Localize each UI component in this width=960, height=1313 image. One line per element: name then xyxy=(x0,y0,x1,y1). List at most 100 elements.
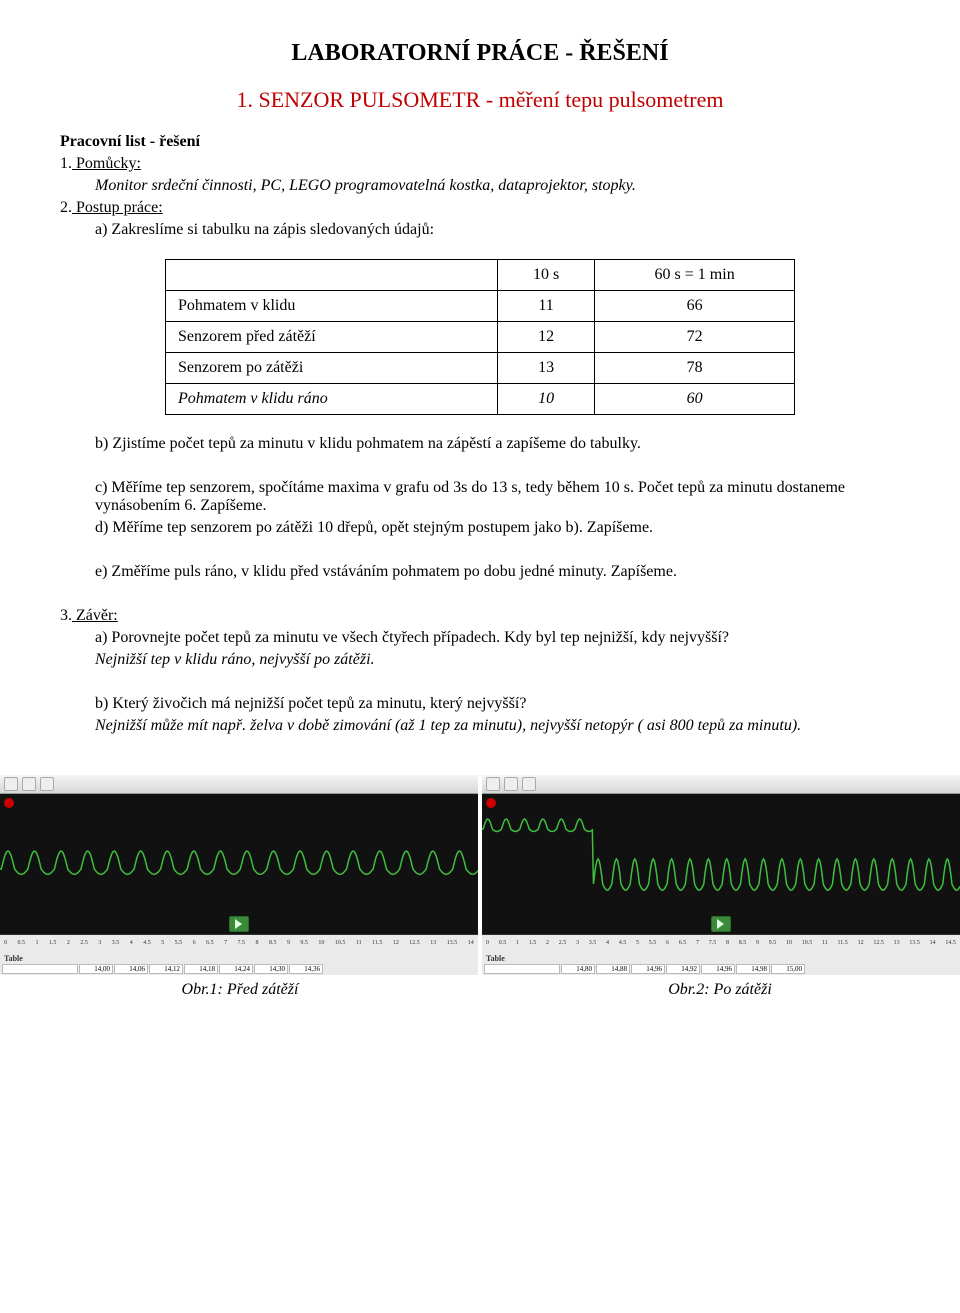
table-col2-header: 60 s = 1 min xyxy=(595,260,795,291)
axis-tick: 6 xyxy=(666,940,669,946)
axis-tick: 4.5 xyxy=(619,940,627,946)
axis-tick: 14.5 xyxy=(945,940,956,946)
mini-cell: 15,00 xyxy=(771,964,805,974)
table-cell: 11 xyxy=(497,291,594,322)
table-cell: 60 xyxy=(595,384,795,415)
worksheet-label: Pracovní list - řešení xyxy=(60,133,900,151)
toolbar-button[interactable] xyxy=(522,777,536,791)
toolbar xyxy=(0,775,478,794)
zaver-num: 3. xyxy=(60,607,72,624)
postup-label: Postup práce: xyxy=(72,199,163,216)
toolbar-button[interactable] xyxy=(40,777,54,791)
axis-tick: 10.5 xyxy=(335,940,346,946)
postup-num: 2. xyxy=(60,199,72,216)
mini-table-area: Table 14,8014,8814,9614,9214,9614,9815,0… xyxy=(482,951,960,975)
axis-tick: 11 xyxy=(356,940,362,946)
axis-tick: 7 xyxy=(224,940,227,946)
axis-tick: 9.5 xyxy=(300,940,308,946)
axis-tick: 8 xyxy=(726,940,729,946)
table-row: Pohmatem v klidu 11 66 xyxy=(166,291,795,322)
axis-tick: 13 xyxy=(894,940,900,946)
axis-tick: 10 xyxy=(786,940,792,946)
toolbar xyxy=(482,775,960,794)
axis-tick: 0.5 xyxy=(499,940,507,946)
axis-tick: 1.5 xyxy=(49,940,57,946)
mini-cell: 14,80 xyxy=(561,964,595,974)
axis-area: 00.511.522.533.544.555.566.577.588.599.5… xyxy=(482,935,960,951)
mini-table: 14,0014,0614,1214,1814,2414,3014,36Pulse… xyxy=(2,964,476,975)
axis-tick: 0 xyxy=(4,940,7,946)
screenshot-before: 00.511.522.533.544.555.566.577.588.599.5… xyxy=(0,775,478,975)
table-row: Senzorem před zátěží 12 72 xyxy=(166,322,795,353)
axis-area: 00.511.522.533.544.555.566.577.588.599.5… xyxy=(0,935,478,951)
pomucky-label: Pomůcky: xyxy=(72,155,141,172)
axis-tick: 3 xyxy=(98,940,101,946)
axis-tick: 8.5 xyxy=(269,940,277,946)
axis-tick: 14 xyxy=(468,940,474,946)
axis-tick: 13 xyxy=(430,940,436,946)
axis-tick: 4 xyxy=(130,940,133,946)
axis-tick: 12 xyxy=(858,940,864,946)
axis-tick: 1 xyxy=(35,940,38,946)
axis-tick: 11 xyxy=(822,940,828,946)
axis-tick: 0.5 xyxy=(17,940,25,946)
postup-a: a) Zakreslíme si tabulku na zápis sledov… xyxy=(95,221,900,239)
mini-cell: 14,12 xyxy=(149,964,183,974)
mini-cell: 14,18 xyxy=(184,964,218,974)
axis-tick: 5.5 xyxy=(175,940,183,946)
table-cell: 13 xyxy=(497,353,594,384)
axis-tick: 3 xyxy=(576,940,579,946)
toolbar-button[interactable] xyxy=(504,777,518,791)
axis-tick: 11.5 xyxy=(838,940,848,946)
axis-tick: 7.5 xyxy=(238,940,246,946)
table-cell: 10 xyxy=(497,384,594,415)
mini-cell: 14,98 xyxy=(736,964,770,974)
main-title: LABORATORNÍ PRÁCE - ŘEŠENÍ xyxy=(60,40,900,67)
axis-tick: 7 xyxy=(696,940,699,946)
axis-tick: 12 xyxy=(393,940,399,946)
axis-tick: 5 xyxy=(161,940,164,946)
axis-tick: 4.5 xyxy=(143,940,151,946)
axis-tick: 2 xyxy=(546,940,549,946)
mini-table-area: Table 14,0014,0614,1214,1814,2414,3014,3… xyxy=(0,951,478,975)
table-row: Pohmatem v klidu ráno 10 60 xyxy=(166,384,795,415)
mini-cell: 14,06 xyxy=(114,964,148,974)
axis-tick: 3.5 xyxy=(589,940,597,946)
zaver-a-q: a) Porovnejte počet tepů za minutu ve vš… xyxy=(95,629,900,647)
mini-table-title: Table xyxy=(484,953,958,964)
play-button[interactable] xyxy=(711,916,731,932)
table-empty-header xyxy=(166,260,498,291)
waveform-chart xyxy=(482,794,960,934)
pomucky-text: Monitor srdeční činnosti, PC, LEGO progr… xyxy=(95,177,900,195)
toolbar-button[interactable] xyxy=(22,777,36,791)
axis-tick: 2 xyxy=(67,940,70,946)
axis-tick: 7.5 xyxy=(709,940,717,946)
axis-tick: 0 xyxy=(486,940,489,946)
table-row-label: Pohmatem v klidu xyxy=(166,291,498,322)
mini-cell: 14,30 xyxy=(254,964,288,974)
axis-tick: 6.5 xyxy=(679,940,687,946)
pomucky-num: 1. xyxy=(60,155,72,172)
axis-tick: 6 xyxy=(193,940,196,946)
play-button[interactable] xyxy=(229,916,249,932)
table-row-label: Senzorem před zátěží xyxy=(166,322,498,353)
data-table: 10 s 60 s = 1 min Pohmatem v klidu 11 66… xyxy=(165,259,795,415)
axis-tick: 2.5 xyxy=(80,940,88,946)
table-cell: 66 xyxy=(595,291,795,322)
table-col1-header: 10 s xyxy=(497,260,594,291)
postup-c: c) Měříme tep senzorem, spočítáme maxima… xyxy=(95,479,900,515)
axis-tick: 5.5 xyxy=(649,940,657,946)
axis-tick: 8.5 xyxy=(739,940,747,946)
zaver-b-q: b) Který živočich má nejnižší počet tepů… xyxy=(95,695,900,713)
zaver-line: 3. Závěr: xyxy=(60,607,900,625)
mini-cell: 14,00 xyxy=(79,964,113,974)
mini-cell: 14,24 xyxy=(219,964,253,974)
mini-cell: 14,88 xyxy=(596,964,630,974)
axis-tick: 14 xyxy=(930,940,936,946)
table-row: Senzorem po zátěži 13 78 xyxy=(166,353,795,384)
toolbar-button[interactable] xyxy=(486,777,500,791)
axis-tick: 13.5 xyxy=(909,940,920,946)
table-cell: 78 xyxy=(595,353,795,384)
toolbar-button[interactable] xyxy=(4,777,18,791)
mini-cell: 14,92 xyxy=(666,964,700,974)
